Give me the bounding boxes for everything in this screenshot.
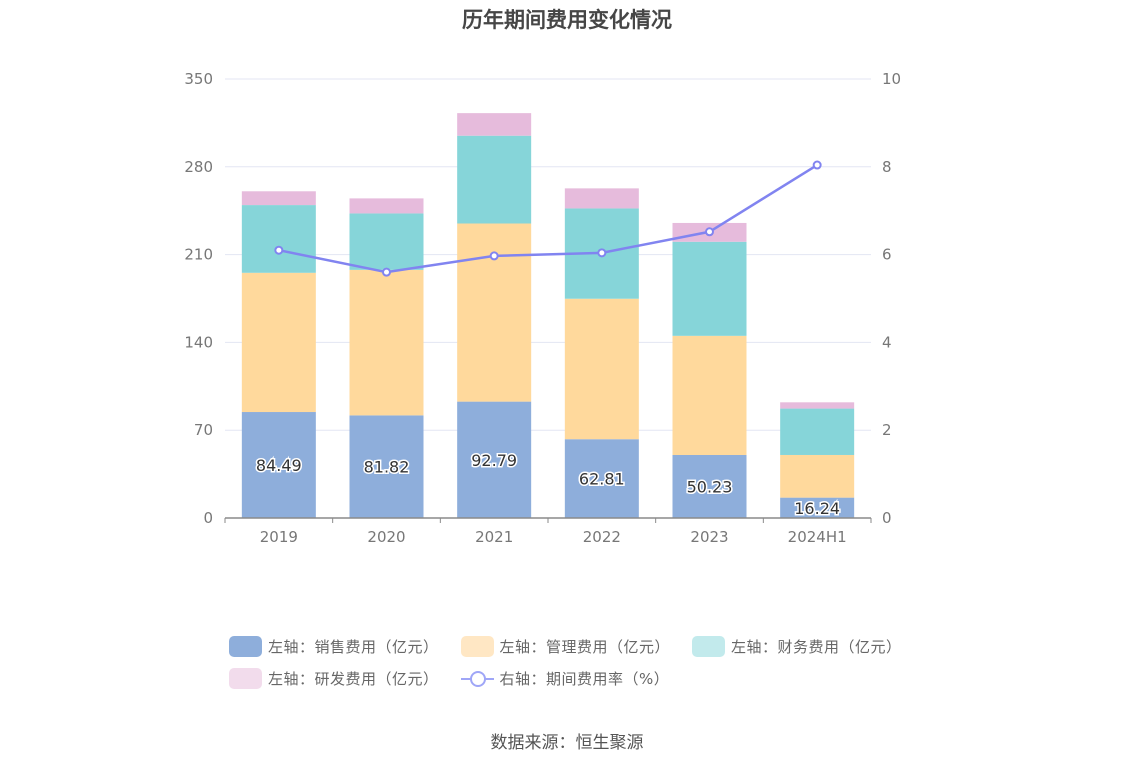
chart-title: 历年期间费用变化情况: [462, 8, 672, 32]
y-left-tick-label: 70: [194, 421, 213, 439]
legend-label-rnd: 左轴：研发费用（亿元）: [268, 669, 439, 688]
bar-data-label: 84.49: [256, 456, 302, 475]
data-source: 数据来源：恒生聚源: [490, 733, 644, 753]
rate-point: [274, 245, 284, 255]
x-tick-label: 2023: [690, 528, 728, 546]
rate-point: [382, 267, 391, 277]
legend-row-2: 左轴：研发费用（亿元） 右轴：期间费用率（%）: [229, 662, 929, 694]
legend-label-sales: 左轴：销售费用（亿元）: [268, 637, 439, 656]
bar-segment-1: [457, 223, 532, 402]
bar-segment-2: [349, 213, 424, 270]
bar-segment-3: [241, 191, 316, 206]
legend-swatch-admin: [460, 635, 494, 657]
bar-segment-2: [672, 241, 747, 336]
bar-segment-2: [780, 408, 855, 455]
legend-swatch-rnd: [229, 667, 262, 689]
rate-point: [489, 251, 499, 261]
bar-segment-1: [672, 335, 747, 455]
bar-data-label: 50.23: [687, 477, 733, 496]
legend-label-admin: 左轴：管理费用（亿元）: [499, 637, 671, 656]
bar-segment-0: [672, 454, 747, 518]
bar-segment-1: [780, 454, 855, 498]
bar-segment-2: [457, 135, 532, 224]
rate-point: [597, 248, 607, 258]
bar-segment-3: [457, 113, 532, 136]
y-right-tick-label: 10: [882, 70, 901, 88]
bar-data-label: 62.81: [579, 470, 625, 489]
x-tick-label: 2019: [260, 528, 298, 546]
legend-item-expense-rate[interactable]: 右轴：期间费用率（%）: [460, 668, 670, 689]
bar-segment-2: [241, 205, 316, 273]
bar-segment-3: [564, 188, 639, 209]
legend-item-admin[interactable]: 左轴：管理费用（亿元）: [460, 635, 671, 657]
bar-segment-0: [457, 401, 532, 518]
y-right-tick-label: 4: [882, 333, 892, 351]
x-tick-label: 2022: [583, 528, 621, 546]
legend-label-expense-rate: 右轴：期间费用率（%）: [499, 669, 670, 688]
bar-segment-3: [780, 402, 855, 409]
bar-segment-1: [349, 269, 424, 416]
bar-data-label: 81.82: [364, 458, 410, 477]
y-right-tick-label: 2: [882, 421, 892, 439]
rate-point: [705, 227, 714, 237]
legend-swatch-expense-rate: [460, 668, 494, 689]
bar-segment-1: [241, 272, 316, 413]
rate-series-line: [278, 163, 818, 274]
legend-swatch-sales: [229, 635, 262, 657]
legend-label-finance: 左轴：财务费用（亿元）: [731, 637, 902, 656]
y-left-tick-label: 140: [184, 333, 213, 351]
y-left-tick-label: 350: [184, 70, 213, 88]
y-left-tick-label: 280: [184, 158, 213, 176]
y-right-tick-label: 8: [882, 158, 892, 176]
legend-item-rnd[interactable]: 左轴：研发费用（亿元）: [229, 667, 439, 689]
rate-point: [812, 160, 822, 170]
bar-data-label: 16.24: [794, 499, 840, 518]
x-tick-label: 2020: [367, 528, 405, 546]
legend-item-sales[interactable]: 左轴：销售费用（亿元）: [229, 635, 439, 657]
chart-legend: 左轴：销售费用（亿元） 左轴：管理费用（亿元） 左轴：财务费用（亿元） 左轴：研…: [229, 630, 929, 694]
bar-segment-0: [780, 497, 855, 518]
x-tick-label: 2024H1: [788, 528, 847, 546]
y-right-tick-label: 0: [882, 509, 892, 527]
y-left-tick-label: 210: [184, 246, 213, 264]
bar-segment-0: [349, 415, 424, 518]
bar-segment-0: [564, 439, 639, 518]
x-tick-label: 2021: [475, 528, 513, 546]
chart-plot: 0 70 140 210 280 350 0 2 4 6 8 10 84.49 81.82 92.79 62.…: [184, 70, 901, 546]
legend-row-1: 左轴：销售费用（亿元） 左轴：管理费用（亿元） 左轴：财务费用（亿元）: [229, 630, 929, 662]
y-right-tick-label: 6: [882, 246, 892, 264]
bar-segment-1: [564, 298, 639, 440]
y-left-tick-label: 0: [203, 509, 213, 527]
legend-item-finance[interactable]: 左轴：财务费用（亿元）: [692, 635, 902, 657]
bar-segment-3: [349, 198, 424, 214]
bar-data-label: 92.79: [471, 451, 517, 470]
bar-segment-0: [241, 412, 316, 518]
legend-swatch-finance: [692, 635, 726, 657]
